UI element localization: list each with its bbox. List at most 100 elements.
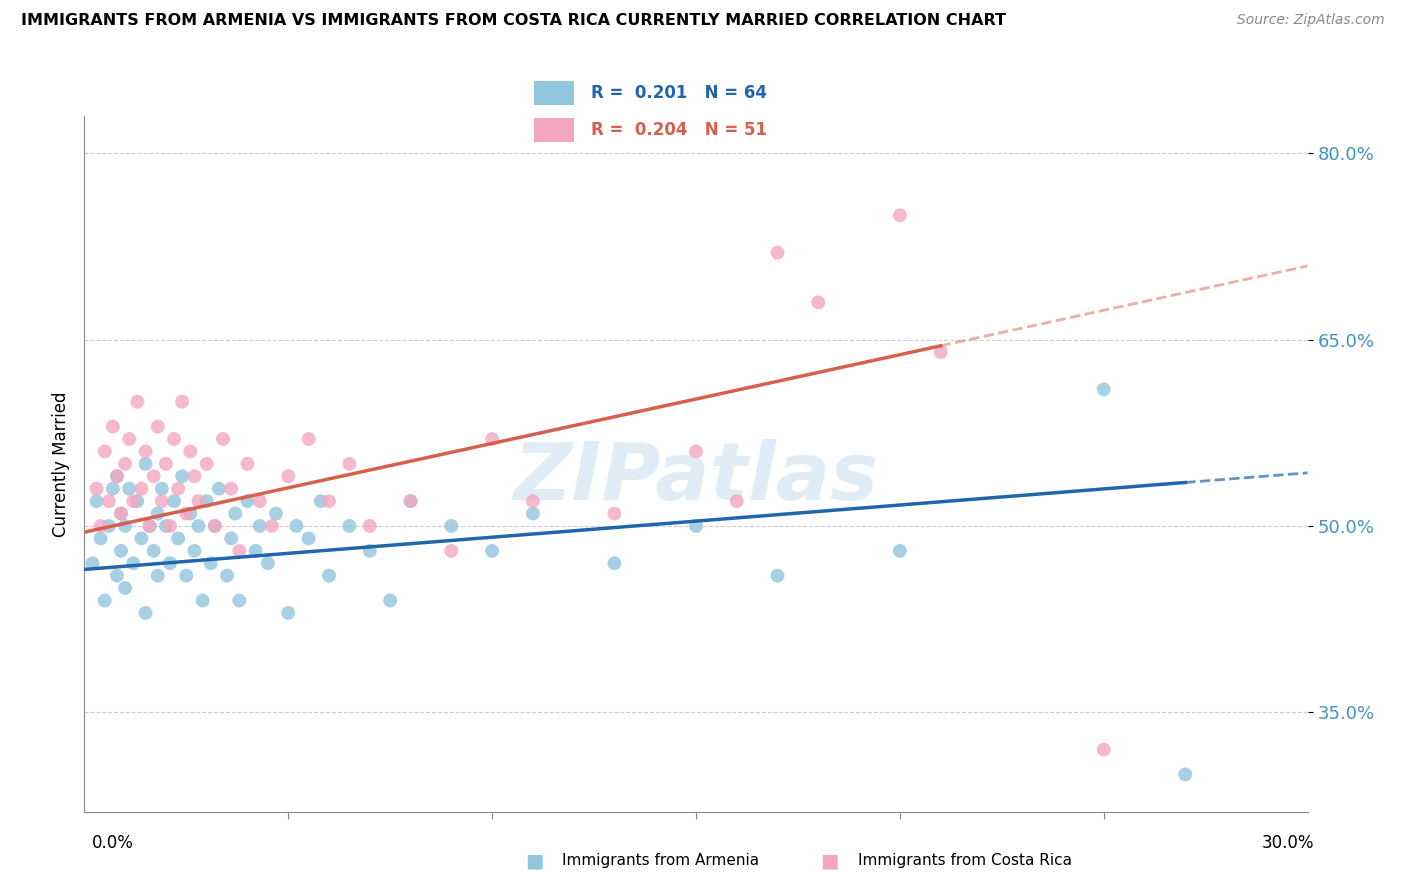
Text: ■: ■ (524, 851, 544, 871)
Point (204, 519, 226, 533)
Point (195, 457, 218, 471)
Text: 30.0%: 30.0% (1263, 834, 1315, 852)
Point (135, 457, 157, 471)
Point (150, 482, 173, 496)
Point (155, 457, 177, 471)
Point (110, 543, 132, 558)
Point (146, 568, 169, 582)
Point (195, 494, 218, 508)
Point (889, 208, 911, 222)
Point (318, 568, 340, 582)
Point (264, 507, 287, 521)
Point (249, 494, 271, 508)
Point (159, 556, 181, 570)
Point (807, 295, 830, 310)
Point (97, 519, 120, 533)
Point (399, 494, 422, 508)
Point (257, 556, 280, 570)
Point (236, 494, 259, 508)
Point (159, 519, 181, 533)
Point (399, 494, 422, 508)
Bar (534, 81, 574, 105)
Point (766, 245, 789, 260)
Point (200, 556, 222, 570)
Point (167, 482, 190, 496)
Point (146, 507, 169, 521)
Point (114, 519, 136, 533)
Point (277, 469, 299, 483)
Point (249, 519, 271, 533)
Point (228, 593, 250, 607)
Text: ■: ■ (820, 851, 839, 871)
Point (685, 444, 707, 458)
Point (90, 519, 112, 533)
Point (90, 532, 112, 546)
Point (172, 394, 194, 409)
Point (174, 568, 197, 582)
Point (285, 519, 308, 533)
Point (1092, 382, 1115, 396)
Point (105, 469, 128, 483)
Point (359, 519, 381, 533)
Point (339, 457, 360, 471)
Point (110, 507, 132, 521)
Point (93, 593, 115, 607)
Text: ZIPatlas: ZIPatlas (513, 439, 879, 516)
Text: Immigrants from Armenia: Immigrants from Armenia (562, 854, 759, 868)
Point (101, 482, 124, 496)
Point (127, 494, 149, 508)
Point (114, 457, 136, 471)
Bar (534, 118, 574, 142)
Point (481, 543, 503, 558)
Point (1092, 742, 1115, 756)
Point (146, 419, 169, 434)
Point (167, 532, 190, 546)
Point (208, 482, 231, 496)
Point (187, 494, 209, 508)
Point (725, 494, 748, 508)
Point (86, 494, 108, 508)
Point (219, 532, 242, 546)
Point (929, 345, 952, 359)
Text: IMMIGRANTS FROM ARMENIA VS IMMIGRANTS FROM COSTA RICA CURRENTLY MARRIED CORRELAT: IMMIGRANTS FROM ARMENIA VS IMMIGRANTS FR… (21, 13, 1007, 29)
Point (1174, 767, 1197, 781)
Point (142, 543, 165, 558)
Point (179, 507, 201, 521)
Point (97, 494, 120, 508)
Point (277, 606, 299, 620)
Point (440, 519, 463, 533)
Point (131, 482, 153, 496)
Point (131, 532, 153, 546)
Point (179, 444, 201, 458)
Point (163, 432, 186, 446)
Point (183, 469, 205, 483)
Point (318, 494, 340, 508)
Point (114, 581, 136, 595)
Point (150, 494, 173, 508)
Point (359, 543, 381, 558)
Point (138, 519, 160, 533)
Point (481, 432, 503, 446)
Point (187, 519, 209, 533)
Point (93, 444, 115, 458)
Point (339, 519, 360, 533)
Point (224, 507, 246, 521)
Point (217, 568, 239, 582)
Point (260, 519, 283, 533)
Text: R =  0.204   N = 51: R = 0.204 N = 51 (591, 121, 768, 139)
Point (191, 593, 214, 607)
Point (135, 606, 157, 620)
Point (298, 432, 321, 446)
Point (440, 543, 463, 558)
Point (163, 494, 186, 508)
Text: Immigrants from Costa Rica: Immigrants from Costa Rica (858, 854, 1071, 868)
Point (118, 482, 141, 496)
Point (142, 469, 165, 483)
Point (228, 543, 250, 558)
Point (309, 494, 332, 508)
Point (204, 519, 226, 533)
Point (522, 507, 544, 521)
Text: Source: ZipAtlas.com: Source: ZipAtlas.com (1237, 13, 1385, 28)
Point (86, 482, 108, 496)
Point (183, 543, 205, 558)
